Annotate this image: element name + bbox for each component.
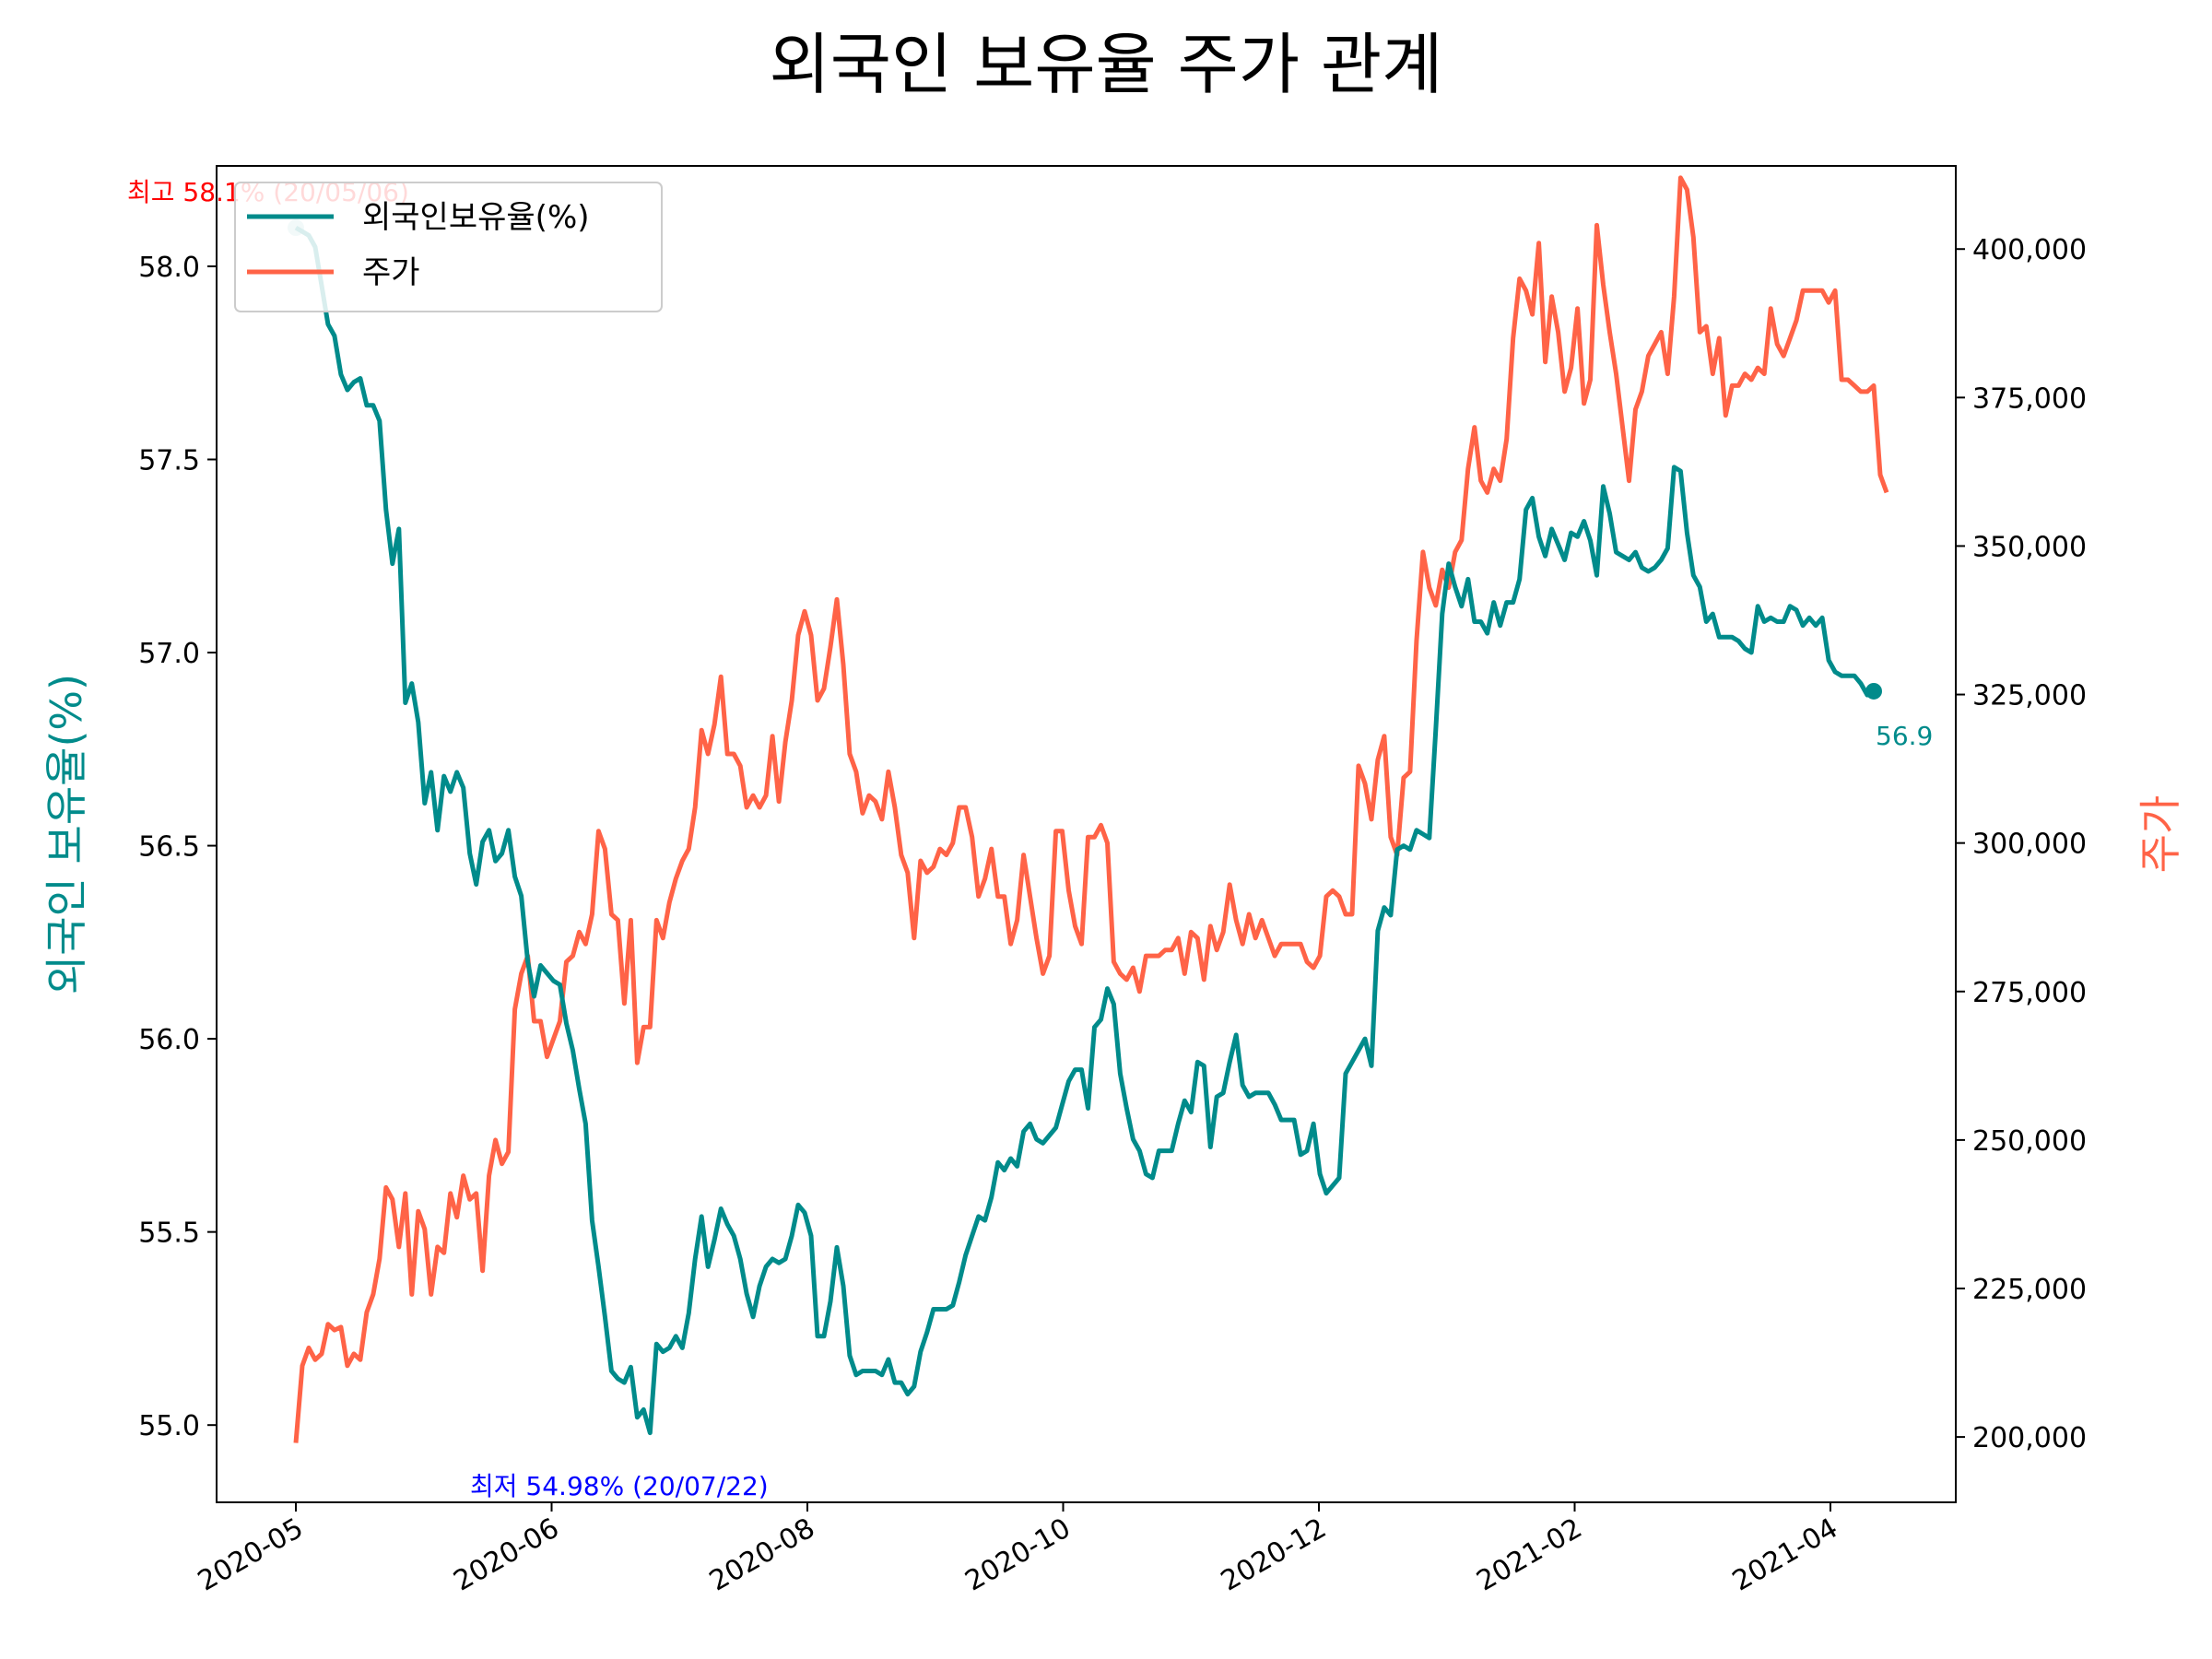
series-line-holding [294,225,1876,1436]
legend-label-holding: 외국인보유율(%) [362,199,590,236]
x-tick-label: 2021-04 [1727,1512,1843,1598]
y-left-tick-label: 56.5 [138,831,200,864]
y-right-tick-label: 275,000 [1972,977,2087,1009]
plot-frame [216,165,1957,1503]
y-axis-left: 55.0 55.5 56.0 56.5 57.0 57.5 58.0 [138,252,217,1442]
y-left-tick-label: 57.5 [138,444,200,477]
last-point-marker [1865,682,1882,700]
x-tick-label: 2020-10 [959,1512,1076,1598]
y-right-tick-label: 350,000 [1972,531,2087,563]
y-right-tick-label: 300,000 [1972,829,2087,861]
y-axis-right-label: 주가 [2136,795,2185,874]
y-left-tick-label: 55.0 [138,1410,200,1442]
y-axis-left-label: 외국인 보유율(%) [41,674,91,994]
y-axis-right: 200,000 225,000 250,000 275,000 300,000 325,0… [1956,234,2087,1454]
y-left-tick-label: 55.5 [138,1218,200,1250]
last-value-annotation: 56.9 [1876,721,1933,751]
y-right-tick-label: 325,000 [1972,680,2087,712]
x-tick-label: 2020-06 [448,1512,564,1598]
y-right-tick-label: 200,000 [1972,1422,2087,1454]
x-tick-label: 2020-12 [1216,1512,1332,1598]
y-left-tick-label: 58.0 [138,252,200,284]
x-tick-label: 2021-02 [1471,1512,1587,1598]
legend-label-price: 주가 [362,254,420,291]
x-tick-label: 2020-08 [704,1512,820,1598]
y-left-tick-label: 57.0 [138,638,200,670]
legend: 외국인보유율(%) 주가 [234,182,663,312]
y-right-tick-label: 400,000 [1972,234,2087,266]
y-right-tick-label: 250,000 [1972,1125,2087,1158]
legend-box [234,182,663,312]
plot-area: 2020-05 2020-06 2020-08 2020-10 2020-12 2021-… [138,165,2087,1598]
series-line-price [293,175,1889,1443]
x-tick-label: 2020-05 [193,1512,309,1598]
chart-title: 외국인 보유율 주가 관계 [769,26,1442,103]
y-right-tick-label: 375,000 [1972,382,2087,415]
y-left-tick-label: 56.0 [138,1024,200,1056]
min-annotation: 최저 54.98% (20/07/22) [470,1471,769,1501]
y-right-tick-label: 225,000 [1972,1274,2087,1306]
x-axis: 2020-05 2020-06 2020-08 2020-10 2020-12 2021-… [193,1502,1843,1598]
